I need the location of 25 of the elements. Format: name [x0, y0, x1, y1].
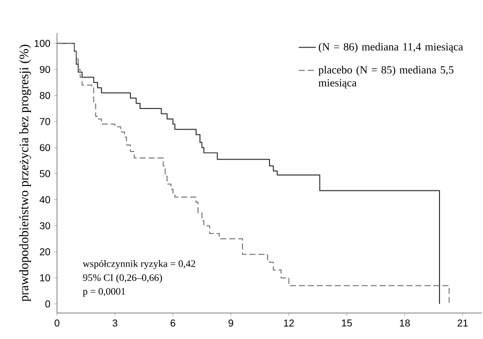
- x-tick-label: 18: [400, 320, 410, 327]
- y-tick-label: 70: [40, 118, 50, 126]
- y-tick-label: 40: [40, 196, 50, 204]
- legend-label: placebo (N = 85) mediana 5,5 miesiąca: [318, 66, 454, 89]
- x-tick-label: 15: [342, 320, 352, 326]
- y-axis-title: prawdopodobieństwo przeżycia bez progresji (%): [19, 44, 32, 302]
- y-tick-label: 60: [40, 144, 50, 152]
- x-tick-label: 12: [284, 320, 294, 326]
- y-tick-label: 10: [40, 274, 50, 282]
- y-tick-label: 100: [34, 40, 50, 47]
- y-tick-label: 90: [40, 66, 50, 73]
- y-tick-label: 30: [40, 222, 50, 230]
- y-tick-label: 80: [40, 92, 50, 100]
- x-tick-label: 21: [458, 320, 468, 326]
- x-tick-label: 6: [170, 320, 176, 327]
- annotation: współczynnik ryzyka = 0,42: [82, 260, 196, 270]
- x-tick-label: 9: [228, 320, 234, 327]
- y-tick-label: 0: [45, 300, 50, 308]
- x-tick-label: 0: [54, 320, 60, 327]
- x-tick-label: 3: [112, 320, 118, 327]
- legend-label: (N = 86) mediana 11,4 miesiąca: [318, 42, 464, 53]
- y-tick-label: 50: [40, 170, 50, 178]
- annotation: 95% CI (0,26–0,66): [83, 274, 162, 284]
- annotation: p = 0,0001: [82, 288, 126, 297]
- y-tick-label: 20: [40, 248, 50, 256]
